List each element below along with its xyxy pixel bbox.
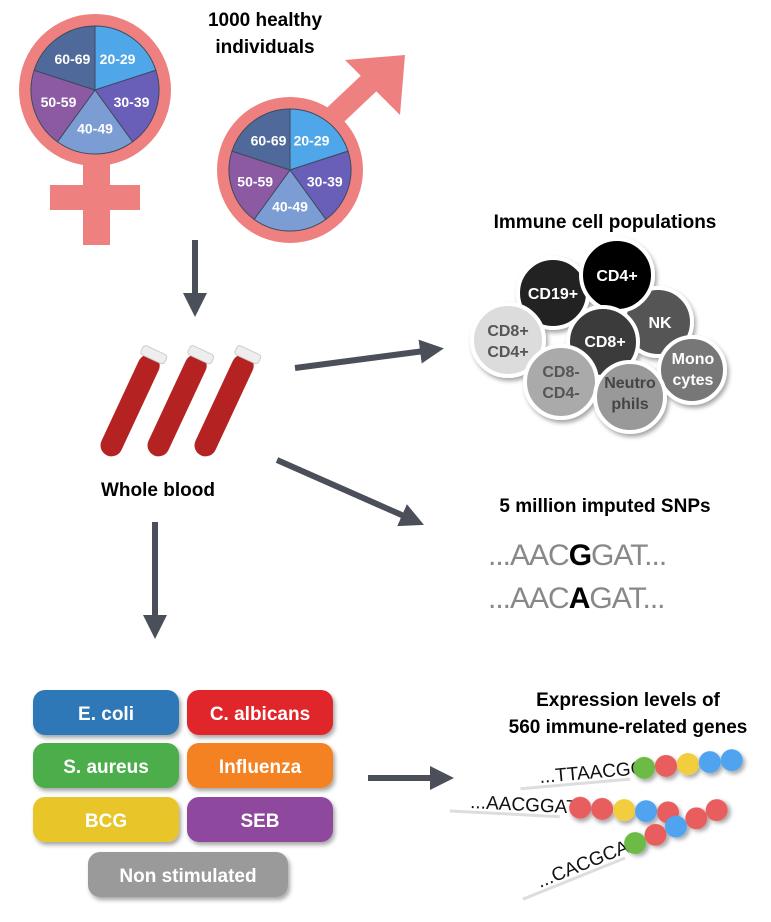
age-pie-male: 20-29 30-39 40-49 50-59 60-69 xyxy=(228,108,352,232)
bead xyxy=(654,754,677,777)
cell-neutrophils: Neutro phils xyxy=(593,360,667,434)
bead xyxy=(720,749,743,772)
stimulus-e-coli: E. coli xyxy=(33,690,179,735)
bead xyxy=(644,823,667,846)
age-label: 50-59 xyxy=(41,94,77,110)
stimuli-grid: E. coli C. albicans S. aureus Influenza BCG S… xyxy=(33,690,333,897)
svg-text:S. aureus: S. aureus xyxy=(63,757,149,778)
pie-slice-60-69 xyxy=(231,108,291,171)
svg-text:CD8+: CD8+ xyxy=(584,334,625,351)
age-label: 50-59 xyxy=(237,173,273,189)
pie-slice-20-29 xyxy=(289,108,349,171)
age-label: 30-39 xyxy=(307,173,343,189)
whole-blood-label: Whole blood xyxy=(101,480,215,501)
stimulus-s-aureus: S. aureus xyxy=(33,743,179,788)
arrow-to-snps xyxy=(275,457,424,527)
svg-text:Influenza: Influenza xyxy=(219,757,302,778)
svg-text:Non stimulated: Non stimulated xyxy=(119,866,256,887)
svg-text:CD4-: CD4- xyxy=(542,385,579,402)
cohort-title-line1: 1000 healthy xyxy=(208,10,322,31)
svg-text:CD4+: CD4+ xyxy=(596,268,637,285)
age-label: 40-49 xyxy=(272,199,308,215)
cell-cd4: CD4+ xyxy=(579,237,655,313)
svg-text:NK: NK xyxy=(648,315,672,332)
immune-cells: NK CD19+ CD4+ CD8+ CD4+ CD8+ Mono cytes CD… xyxy=(470,237,727,434)
svg-text:BCG: BCG xyxy=(85,811,127,832)
male-symbol: 20-29 30-39 40-49 50-59 60-69 xyxy=(217,55,405,243)
pie-slice-30-39 xyxy=(94,69,160,143)
age-label: 20-29 xyxy=(294,132,330,148)
expression-title-line1: Expression levels of xyxy=(536,690,720,711)
bead xyxy=(591,797,614,820)
stimulus-non-stimulated: Non stimulated xyxy=(88,852,288,897)
svg-text:Neutro: Neutro xyxy=(604,375,656,392)
snps-title: 5 million imputed SNPs xyxy=(499,496,710,517)
svg-text:CD8+: CD8+ xyxy=(487,323,528,340)
cell-cd8cd4-double-negative: CD8- CD4- xyxy=(523,344,599,420)
pie-slice-50-59 xyxy=(30,69,96,143)
bead xyxy=(676,753,699,776)
pie-slice-20-29 xyxy=(94,25,157,91)
expression-reads: ...TTAACGG...AACGGAT...CACGCAA xyxy=(449,749,743,901)
svg-text:Mono: Mono xyxy=(672,351,715,368)
immune-title: Immune cell populations xyxy=(494,212,717,233)
snp-seq-2: ...AACAGAT... xyxy=(488,582,665,615)
stimulus-seb: SEB xyxy=(187,797,333,842)
stimulus-bcg: BCG xyxy=(33,797,179,842)
bead xyxy=(613,799,636,822)
age-label: 30-39 xyxy=(114,94,150,110)
expression-title-line2: 560 immune-related genes xyxy=(509,717,748,738)
bead xyxy=(705,799,728,822)
bead xyxy=(685,807,708,830)
pie-slice-60-69 xyxy=(33,25,96,91)
read-sequence: ...AACGGAT xyxy=(470,792,579,819)
cell-monocytes: Mono cytes xyxy=(657,335,727,405)
blood-tubes-icon xyxy=(100,345,262,457)
svg-text:E. coli: E. coli xyxy=(78,704,134,725)
svg-text:C. albicans: C. albicans xyxy=(210,704,310,725)
svg-text:cytes: cytes xyxy=(673,372,714,389)
cell-nk: NK xyxy=(622,286,694,358)
bead xyxy=(624,832,647,855)
pie-slice-30-39 xyxy=(289,150,352,221)
pie-slice-50-59 xyxy=(228,150,291,221)
bead xyxy=(698,751,721,774)
snp-seq-1: ...AACGGAT... xyxy=(488,539,666,572)
stimulus-influenza: Influenza xyxy=(187,743,333,788)
cell-cd8cd4-double-positive: CD8+ CD4+ xyxy=(470,302,546,378)
expression-read: ...AACGGAT xyxy=(449,792,680,824)
age-label: 40-49 xyxy=(77,120,113,136)
svg-text:CD19+: CD19+ xyxy=(528,286,578,303)
pie-slice-40-49 xyxy=(56,89,134,155)
svg-text:CD8-: CD8- xyxy=(542,364,579,381)
svg-text:SEB: SEB xyxy=(240,811,279,832)
svg-text:phils: phils xyxy=(611,396,648,413)
bead xyxy=(664,815,687,838)
expression-read: ...TTAACGG xyxy=(520,749,743,791)
arrow-to-cells xyxy=(294,339,444,371)
age-label: 60-69 xyxy=(251,132,287,148)
bead xyxy=(633,756,656,779)
snp-sequences: ...AACGGAT... ...AACAGAT... xyxy=(488,539,667,615)
age-label: 60-69 xyxy=(55,51,91,67)
pie-slice-40-49 xyxy=(253,169,327,232)
cohort-title-line2: individuals xyxy=(215,37,314,58)
stimulus-c-albicans: C. albicans xyxy=(187,690,333,735)
age-label: 20-29 xyxy=(100,51,136,67)
bead xyxy=(635,800,658,823)
bead xyxy=(569,796,592,819)
svg-text:CD4+: CD4+ xyxy=(487,344,528,361)
